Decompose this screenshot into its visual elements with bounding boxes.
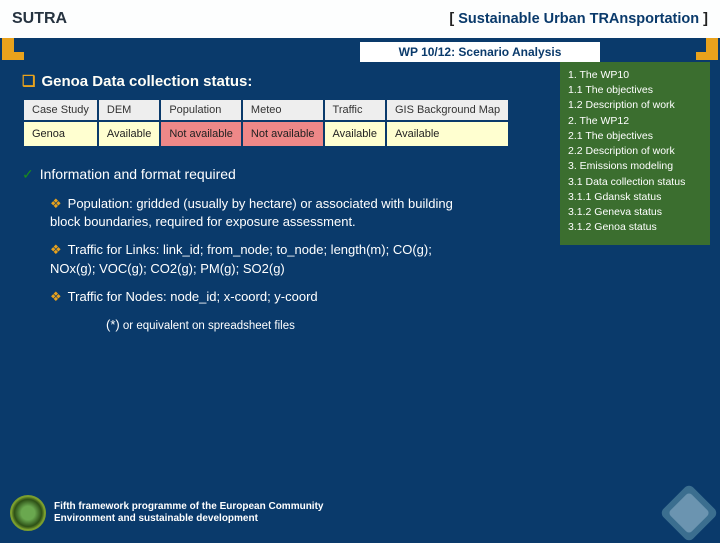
toc-item: 3.1.2 Genoa status xyxy=(568,220,702,235)
diamond-icon: ❖ xyxy=(50,289,62,304)
project-logo-icon xyxy=(659,483,718,542)
th: DEM xyxy=(98,99,160,121)
diamond-icon: ❖ xyxy=(50,242,62,257)
status-table: Case Study DEM Population Meteo Traffic … xyxy=(22,98,510,148)
eu-programme-logo-icon xyxy=(10,495,46,531)
th: Traffic xyxy=(324,99,386,121)
footnote: (*) or equivalent on spreadsheet files xyxy=(106,316,704,334)
slide-footer: Fifth framework programme of the Europea… xyxy=(10,492,710,534)
toc-item: 2.2 Description of work xyxy=(568,144,702,159)
toc-item: 1. The WP10 xyxy=(568,68,702,83)
td-na: Not available xyxy=(242,121,324,147)
th: Case Study xyxy=(23,99,98,121)
toc-sidebar: 1. The WP10 1.1 The objectives 1.2 Descr… xyxy=(560,62,710,245)
td-na: Not available xyxy=(160,121,242,147)
check-icon: ✓ xyxy=(22,166,34,182)
th: Population xyxy=(160,99,242,121)
table-row: Genoa Available Not available Not availa… xyxy=(23,121,509,147)
table-header-row: Case Study DEM Population Meteo Traffic … xyxy=(23,99,509,121)
td: Genoa xyxy=(23,121,98,147)
td: Available xyxy=(98,121,160,147)
toc-item: 3.1.1 Gdansk status xyxy=(568,190,702,205)
footer-text: Fifth framework programme of the Europea… xyxy=(54,501,323,526)
toc-item: 2. The WP12 xyxy=(568,114,702,129)
toc-item: 1.2 Description of work xyxy=(568,98,702,113)
toc-item: 3.1.2 Geneva status xyxy=(568,205,702,220)
square-bullet-icon: ❑ xyxy=(22,73,35,90)
project-fullname: [ Sustainable Urban TRAnsportation ] xyxy=(449,11,708,27)
list-item: ❖Traffic for Nodes: node_id; x-coord; y-… xyxy=(50,288,480,306)
td: Available xyxy=(386,121,509,147)
th: Meteo xyxy=(242,99,324,121)
wp-subtitle: WP 10/12: Scenario Analysis xyxy=(360,42,600,62)
slide-content: 1. The WP10 1.1 The objectives 1.2 Descr… xyxy=(0,62,720,334)
list-item: ❖Traffic for Links: link_id; from_node; … xyxy=(50,241,480,277)
th: GIS Background Map xyxy=(386,99,509,121)
project-acronym: SUTRA xyxy=(12,10,67,28)
toc-item: 3. Emissions modeling xyxy=(568,159,702,174)
toc-item: 2.1 The objectives xyxy=(568,129,702,144)
toc-item: 3.1 Data collection status xyxy=(568,175,702,190)
td: Available xyxy=(324,121,386,147)
list-item: ❖Population: gridded (usually by hectare… xyxy=(50,195,480,231)
toc-item: 1.1 The objectives xyxy=(568,83,702,98)
diamond-icon: ❖ xyxy=(50,196,62,211)
slide-header: SUTRA [ Sustainable Urban TRAnsportation… xyxy=(0,0,720,38)
